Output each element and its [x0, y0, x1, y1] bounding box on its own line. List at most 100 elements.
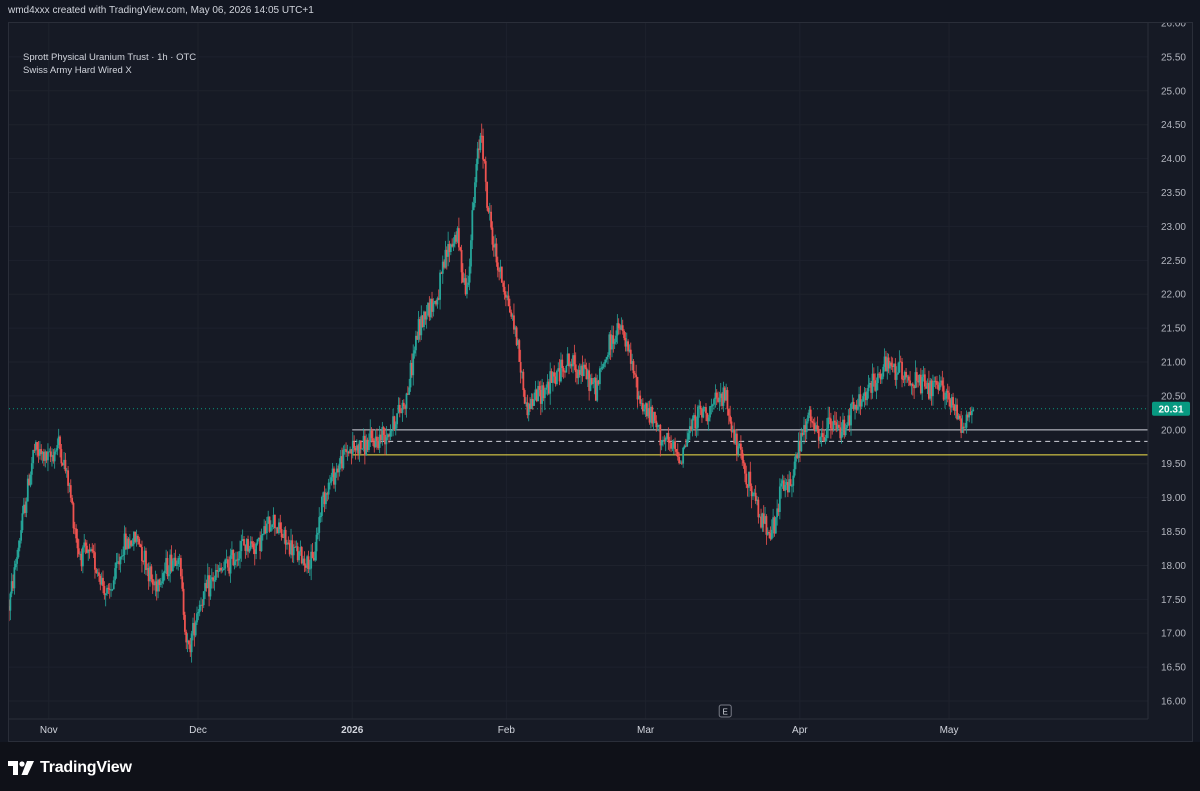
candle-body: [26, 478, 29, 502]
candle-body: [523, 390, 526, 404]
candle-body: [734, 433, 737, 444]
candle-body: [175, 564, 178, 566]
candle-body: [628, 349, 631, 352]
candle-body: [753, 492, 756, 494]
candle-body: [860, 401, 863, 407]
candle-body: [765, 516, 768, 535]
candle-body: [47, 451, 49, 461]
candle-body: [65, 470, 68, 472]
candle-body: [331, 468, 334, 478]
candle-body: [104, 593, 107, 596]
candle-body: [327, 482, 330, 495]
candle-body: [929, 380, 932, 399]
candle-body: [150, 566, 153, 580]
candle-body: [202, 591, 205, 606]
indicator-title[interactable]: Swiss Army Hard Wired X: [23, 65, 132, 76]
candle-body: [797, 440, 800, 458]
candle-body: [545, 387, 548, 390]
candle-body: [856, 406, 859, 410]
candle-body: [788, 479, 791, 493]
candle-body: [79, 553, 82, 555]
candle-body: [542, 385, 545, 399]
candle-body: [378, 434, 381, 448]
last-price-badge[interactable]: [1152, 401, 1190, 416]
candle-body: [60, 449, 63, 464]
candle-body: [239, 551, 241, 559]
candle-body: [821, 433, 824, 438]
candle-body: [675, 449, 678, 452]
candle-body: [882, 366, 885, 377]
candle-body: [893, 363, 895, 367]
candle-body: [752, 493, 754, 497]
candle-body: [330, 477, 333, 483]
candle-body: [298, 551, 300, 561]
candle-body: [171, 560, 174, 572]
candle-body: [778, 486, 781, 512]
candle-body: [658, 424, 660, 426]
candle-body: [825, 428, 828, 439]
candle-body: [53, 451, 56, 462]
candle-body: [820, 433, 823, 438]
candle-body: [915, 372, 918, 381]
candle-body: [513, 315, 515, 330]
candle-body: [163, 570, 166, 574]
candle-body: [617, 323, 620, 329]
price-chart[interactable]: 16.00 16.50 17.00 17.50 18.00 18.50 19.00 19.50…: [9, 23, 1194, 743]
candle-body: [329, 482, 331, 484]
candle-body: [750, 486, 753, 497]
candle-body: [279, 522, 282, 530]
candle-body: [420, 315, 423, 336]
candle-body: [349, 449, 352, 454]
candle-body: [17, 547, 20, 558]
candle-body: [928, 382, 930, 399]
candle-body: [764, 516, 766, 524]
candle-body: [498, 270, 501, 272]
candle-body: [390, 430, 393, 432]
candle-body: [338, 463, 341, 473]
candle-body: [756, 499, 758, 502]
candle-body: [561, 359, 564, 369]
candle-body: [815, 425, 817, 432]
candle-body: [551, 372, 554, 383]
candle-body: [22, 504, 25, 514]
y-tick-label: 19.00: [1161, 493, 1186, 504]
candle-body: [294, 546, 296, 548]
candle-body: [723, 387, 726, 401]
candle-body: [218, 567, 221, 572]
candle-body: [119, 556, 122, 565]
candle-body: [16, 557, 18, 564]
candle-body: [173, 557, 176, 561]
x-tick-label: Dec: [189, 725, 207, 736]
candle-body: [902, 379, 905, 381]
chart-frame[interactable]: 16.00 16.50 17.00 17.50 18.00 18.50 19.00 19.50…: [8, 22, 1193, 742]
candle-body: [59, 436, 61, 450]
candle-body: [823, 437, 826, 442]
candle-body: [811, 420, 813, 423]
candle-body: [504, 294, 507, 298]
candle-body: [490, 211, 493, 228]
tradingview-logo[interactable]: TradingView: [8, 757, 132, 779]
candle-body: [145, 550, 147, 570]
candle-body: [566, 353, 569, 366]
earnings-marker-icon[interactable]: [718, 704, 732, 718]
markers[interactable]: E: [718, 704, 732, 718]
candle-body: [265, 523, 268, 534]
candle-body: [539, 389, 542, 404]
candle-body: [24, 504, 27, 513]
candle-body: [372, 438, 374, 442]
candle-body: [112, 580, 115, 590]
candle-body: [738, 443, 741, 447]
candle-body: [748, 471, 750, 488]
candle-body: [911, 383, 914, 387]
candle-body: [601, 366, 604, 369]
candle-body: [226, 559, 229, 568]
candle-body: [527, 403, 530, 416]
symbol-title[interactable]: Sprott Physical Uranium Trust · 1h · OTC: [23, 52, 197, 63]
y-tick-label: 25.50: [1161, 52, 1186, 63]
candle-body: [663, 439, 666, 442]
candle-body: [496, 262, 499, 271]
y-tick-label: 23.50: [1161, 188, 1186, 199]
candle-body: [460, 250, 463, 273]
candle-body: [887, 357, 890, 369]
candle-body: [222, 568, 225, 570]
